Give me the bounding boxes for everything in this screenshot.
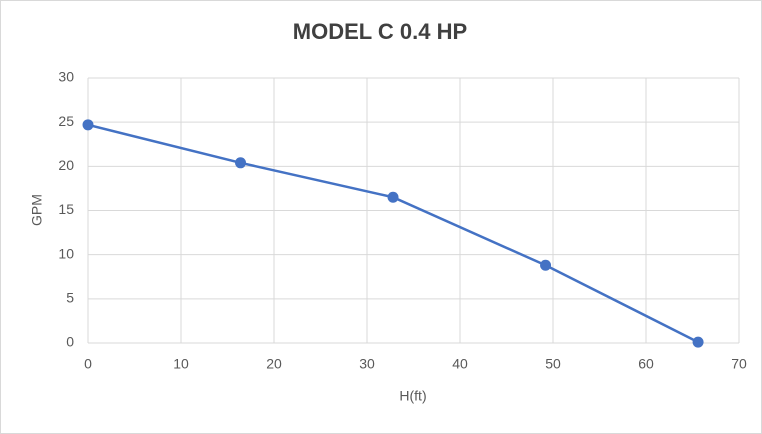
y-tick-label: 30 xyxy=(58,69,74,85)
x-tick-label: 10 xyxy=(173,356,189,372)
x-tick-label: 40 xyxy=(452,356,468,372)
y-tick-label: 5 xyxy=(66,290,74,306)
chart-title: MODEL C 0.4 HP xyxy=(293,19,467,44)
y-tick-label: 15 xyxy=(58,201,74,217)
y-axis-label: GPM xyxy=(29,194,45,226)
y-tick-label: 10 xyxy=(58,245,74,261)
data-point xyxy=(235,157,247,169)
y-tick-label: 0 xyxy=(66,334,74,350)
x-tick-label: 20 xyxy=(266,356,282,372)
x-tick-label: 50 xyxy=(545,356,561,372)
y-tick-label: 20 xyxy=(58,157,74,173)
x-tick-label: 0 xyxy=(84,356,92,372)
x-tick-label: 30 xyxy=(359,356,375,372)
data-point xyxy=(82,119,94,131)
x-tick-label: 60 xyxy=(638,356,654,372)
data-point xyxy=(540,259,552,271)
x-tick-label: 70 xyxy=(731,356,747,372)
y-tick-label: 25 xyxy=(58,113,74,129)
x-axis-label: H(ft) xyxy=(399,388,426,404)
data-point xyxy=(692,336,704,348)
data-point xyxy=(387,191,399,203)
